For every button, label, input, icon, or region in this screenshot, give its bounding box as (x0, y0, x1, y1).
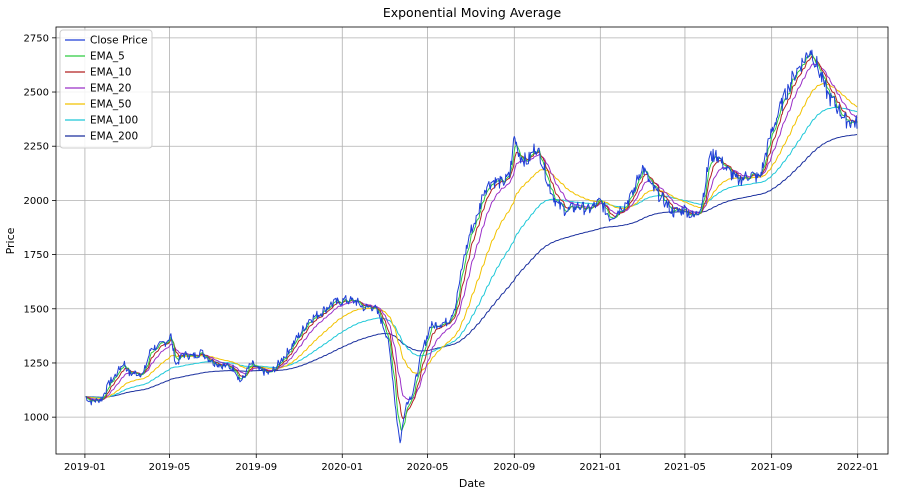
series-line-ema-10 (85, 55, 858, 419)
legend-entry: EMA_100 (90, 115, 138, 127)
series-lines (85, 49, 858, 444)
legend-entry: EMA_5 (90, 51, 125, 63)
y-axis-ticks: 1000 1250 1500 1750 2000 2250 2500 2750 (24, 33, 56, 424)
y-tick-label: 1750 (24, 250, 49, 261)
x-tick-label: 2020-01 (321, 462, 363, 473)
y-axis-label: Price (4, 227, 17, 254)
y-tick-label: 1500 (24, 304, 49, 315)
legend-entry: EMA_50 (90, 99, 132, 111)
x-axis-ticks: 2019-01 2019-05 2019-09 2020-01 2020-05 2020-… (64, 454, 879, 473)
y-tick-label: 2750 (24, 33, 49, 44)
x-axis-label: Date (459, 477, 486, 490)
series-line-ema-50 (85, 83, 858, 399)
chart-title: Exponential Moving Average (383, 5, 562, 20)
legend-entry: EMA_20 (90, 83, 132, 95)
x-tick-label: 2021-01 (579, 462, 621, 473)
y-tick-label: 1000 (24, 413, 49, 424)
series-line-close-price (85, 49, 858, 444)
legend: Close Price EMA_5 EMA_10 EMA_20 EMA_50 EMA_10… (59, 29, 153, 149)
legend-box (59, 29, 153, 149)
x-tick-label: 2020-05 (407, 462, 449, 473)
x-tick-label: 2021-05 (664, 462, 706, 473)
legend-entry: EMA_200 (90, 131, 138, 143)
grid-lines (56, 27, 888, 454)
y-tick-label: 2000 (24, 196, 49, 207)
y-tick-label: 2500 (24, 88, 49, 99)
x-tick-label: 2020-09 (493, 462, 535, 473)
x-tick-label: 2022-01 (837, 462, 879, 473)
series-line-ema-200 (85, 134, 858, 398)
y-tick-label: 2250 (24, 142, 49, 153)
y-tick-label: 1250 (24, 358, 49, 369)
x-tick-label: 2019-05 (149, 462, 191, 473)
legend-entry: Close Price (90, 35, 148, 47)
x-tick-label: 2019-09 (235, 462, 277, 473)
x-tick-label: 2019-01 (64, 462, 106, 473)
plot-frame (55, 26, 889, 455)
x-tick-label: 2021-09 (751, 462, 793, 473)
legend-entry: EMA_10 (90, 67, 132, 79)
